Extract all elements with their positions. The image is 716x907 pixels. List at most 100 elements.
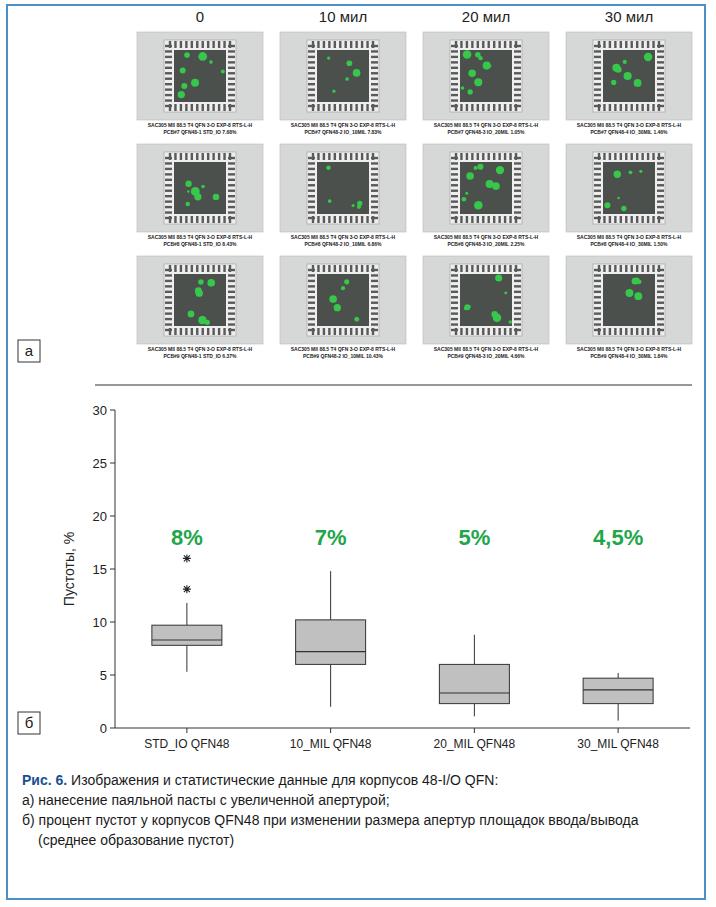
x-tick-label: 20_MIL QFN48 [434, 737, 516, 751]
image-caption: PCB#7 QFN48-2 IO_10MIL 7.83% [304, 129, 382, 135]
box [583, 678, 653, 703]
void-blob [615, 66, 622, 73]
pin [361, 328, 363, 335]
whisker-low [618, 704, 619, 721]
image-caption: SAC305 MII 88.5 T4 QFN 3-O EXP-8 RTS-L-H [148, 122, 253, 128]
pin [493, 41, 495, 48]
pin [451, 72, 458, 74]
pin [228, 99, 235, 101]
pin [594, 56, 601, 58]
pin [594, 206, 601, 208]
pin [371, 296, 378, 298]
image-background [280, 32, 406, 120]
pin [652, 153, 654, 160]
pin [594, 184, 601, 186]
package-body [593, 264, 665, 336]
void-blob [328, 199, 332, 203]
x-tick [474, 728, 475, 733]
pin [594, 307, 601, 309]
pin [345, 41, 347, 48]
void-blob [486, 180, 494, 188]
pin [631, 216, 633, 223]
pin [594, 323, 601, 325]
void-blob [639, 170, 642, 173]
pin [218, 216, 220, 223]
xray-image [137, 256, 263, 344]
void-blob [209, 60, 213, 64]
void-blob [483, 62, 491, 70]
pin [165, 105, 172, 107]
pin [371, 94, 378, 96]
image-caption: SAC305 MII 88.5 T4 QFN 3-O EXP-8 RTS-L-H [291, 234, 396, 240]
void-blob [623, 60, 627, 64]
pin [498, 41, 500, 48]
void-blob [474, 201, 483, 210]
pin [625, 328, 627, 335]
pin [451, 312, 458, 314]
pin [228, 83, 235, 85]
pin [165, 211, 172, 213]
void-blob [604, 202, 610, 208]
pin [371, 67, 378, 69]
pin [202, 216, 204, 223]
pin [371, 211, 378, 213]
pin [180, 265, 182, 272]
pin [594, 61, 601, 63]
image-caption: PCB#9 QFN48-1 STD_IO 6.37% [163, 353, 237, 359]
pin [371, 61, 378, 63]
package-body [450, 40, 522, 112]
image-background [566, 144, 692, 232]
void-blob [624, 72, 632, 80]
panel-label-box [18, 340, 40, 362]
pin [451, 88, 458, 90]
pin [482, 216, 484, 223]
pin [641, 104, 643, 111]
pin [361, 216, 363, 223]
pin [361, 104, 363, 111]
annotation: 7% [315, 525, 347, 550]
thermal-pad [317, 274, 369, 326]
thermal-pad [317, 162, 369, 214]
pin [493, 216, 495, 223]
pin [371, 162, 378, 164]
pin [308, 78, 315, 80]
pin [308, 99, 315, 101]
pin [366, 41, 368, 48]
pin [471, 41, 473, 48]
image-caption: PCB#9 QFN48-2 IO_10MIL 10.43% [303, 353, 383, 359]
image-background [280, 256, 406, 344]
pin [620, 104, 622, 111]
pin [317, 328, 319, 335]
pin [174, 153, 176, 160]
pin [657, 307, 664, 309]
pin [498, 265, 500, 272]
pin [460, 41, 462, 48]
pin [308, 285, 315, 287]
void-blob [475, 52, 480, 57]
figure-title: Изображения и статистические данные для … [71, 772, 498, 788]
pin [202, 104, 204, 111]
thermal-pad [174, 50, 226, 102]
pin [594, 211, 601, 213]
pin [339, 216, 341, 223]
pin [657, 302, 664, 304]
pin [228, 211, 235, 213]
pin [196, 265, 198, 272]
image-caption: SAC305 MII 88.5 T4 QFN 3-O EXP-8 RTS-L-H [148, 234, 253, 240]
pin [451, 302, 458, 304]
pin [594, 200, 601, 202]
pin [165, 56, 172, 58]
pin [339, 328, 341, 335]
pin [477, 216, 479, 223]
pin [212, 153, 214, 160]
pin [620, 41, 622, 48]
void-blob [462, 197, 467, 202]
pin [228, 307, 235, 309]
pin [207, 104, 209, 111]
void-blob [644, 53, 652, 61]
void-blob [191, 79, 199, 87]
pin [451, 211, 458, 213]
pin [514, 329, 521, 331]
pin [371, 78, 378, 80]
pin [603, 41, 605, 48]
